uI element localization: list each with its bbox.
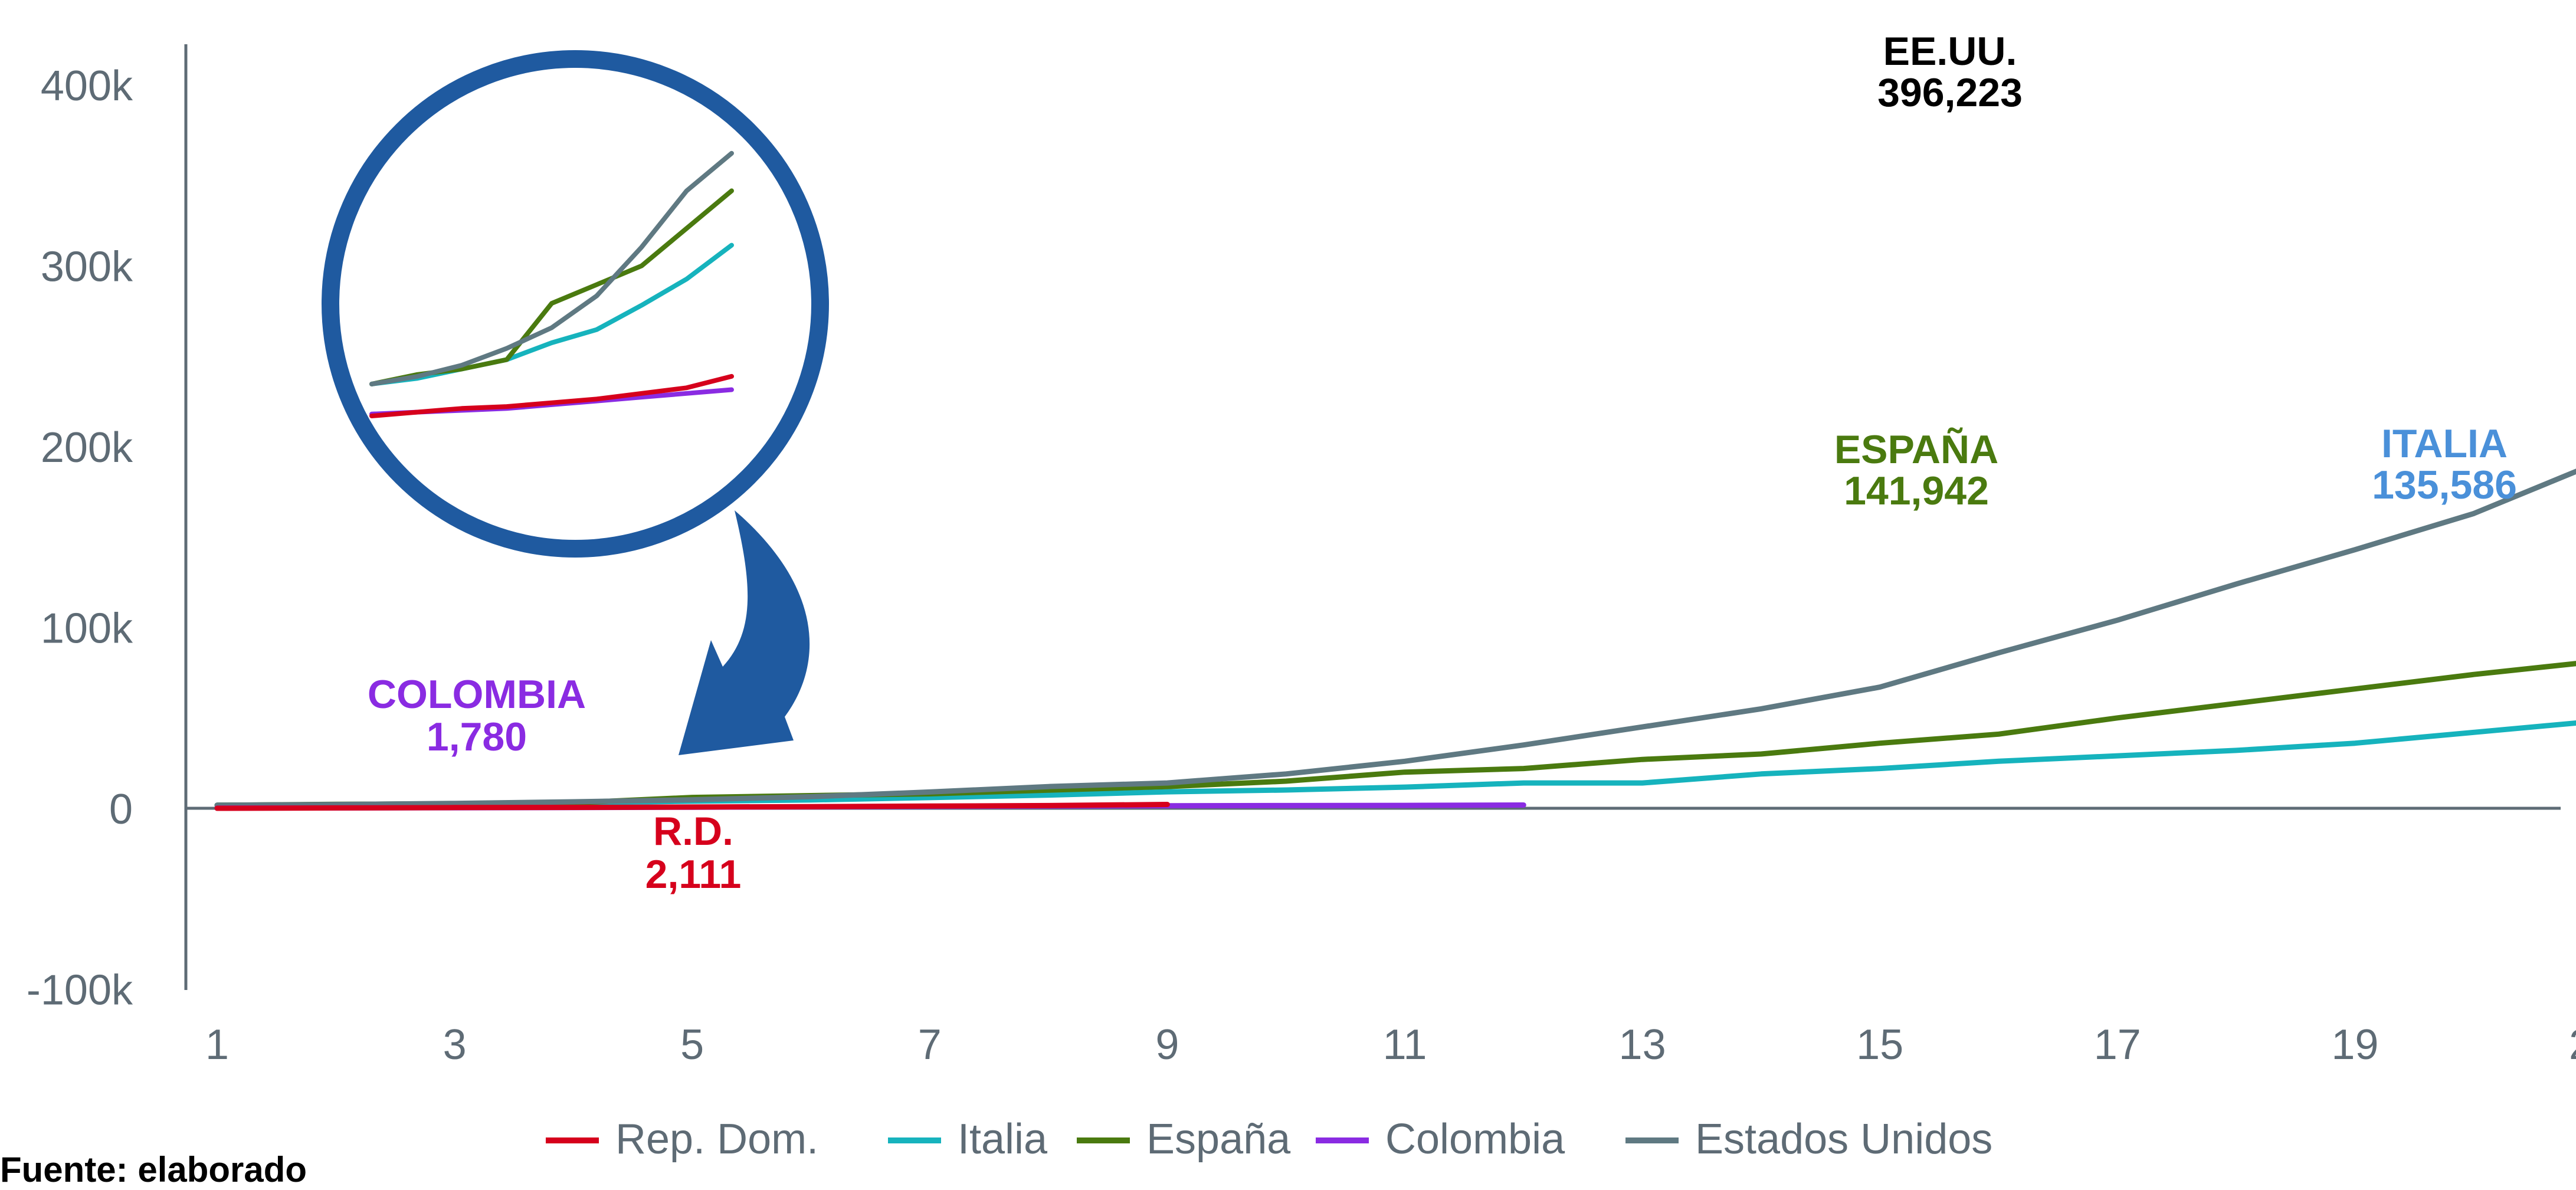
inset-line-rep-dom- [369, 373, 734, 418]
legend: Rep. Dom. Italia España Colombia Estados Uni… [546, 1116, 1992, 1163]
y-tick-label: -100k [27, 967, 133, 1014]
legend-label: Italia [958, 1116, 1048, 1163]
x-tick-label: 15 [1856, 1021, 1903, 1068]
y-tick-label: 100k [41, 605, 133, 653]
x-tick-label: 3 [443, 1021, 467, 1068]
annotation-value: 135,586 [2372, 463, 2517, 507]
annotation-name: EE.UU. [1883, 29, 2017, 74]
zoom-arrow-shape [679, 510, 810, 755]
x-tick-label: 21 [2569, 1021, 2576, 1068]
x-tick-label: 17 [2094, 1021, 2141, 1068]
annotation-value: 141,942 [1844, 468, 1989, 513]
annotation-name: R.D. [653, 809, 733, 854]
y-tick-label: 0 [109, 786, 133, 833]
y-tick-label: 200k [41, 424, 133, 471]
series-line-rep-dom- [214, 802, 1170, 811]
annotation-value: 2,111 [645, 852, 742, 897]
annotation-value: 396,223 [1877, 70, 2023, 115]
inset-line-italia [369, 242, 734, 386]
series-line-estados-unidos [214, 468, 2576, 808]
legend-label: Rep. Dom. [615, 1116, 818, 1163]
annotation-name: COLOMBIA [368, 672, 586, 717]
series-lines [214, 468, 2576, 811]
x-tick-label: 1 [205, 1021, 229, 1068]
zoom-inset [322, 50, 829, 755]
legend-label: Estados Unidos [1695, 1116, 1992, 1163]
legend-label: España [1146, 1116, 1291, 1163]
zoom-circle [322, 50, 829, 558]
annotation-value: 1,780 [427, 714, 527, 759]
x-tick-label: 7 [918, 1021, 942, 1068]
x-tick-label: 13 [1619, 1021, 1666, 1068]
annotation-name: ESPAÑA [1834, 427, 1998, 472]
inset-line-estados-unidos [369, 150, 734, 386]
x-tick-label: 19 [2331, 1021, 2378, 1068]
source-note: Fuente: elaborado [0, 1150, 307, 1189]
x-tick-label: 5 [680, 1021, 704, 1068]
y-tick-label: 300k [41, 244, 133, 291]
series-line-italia [214, 720, 2576, 808]
x-tick-label: 9 [1155, 1021, 1179, 1068]
x-tick-label: 11 [1383, 1021, 1427, 1068]
y-tick-label: 400k [41, 63, 133, 110]
tick-labels: 400k300k200k100k0-100k135791113151719212… [27, 63, 2576, 1068]
annotation-name: ITALIA [2381, 421, 2508, 466]
legend-label: Colombia [1385, 1116, 1565, 1163]
